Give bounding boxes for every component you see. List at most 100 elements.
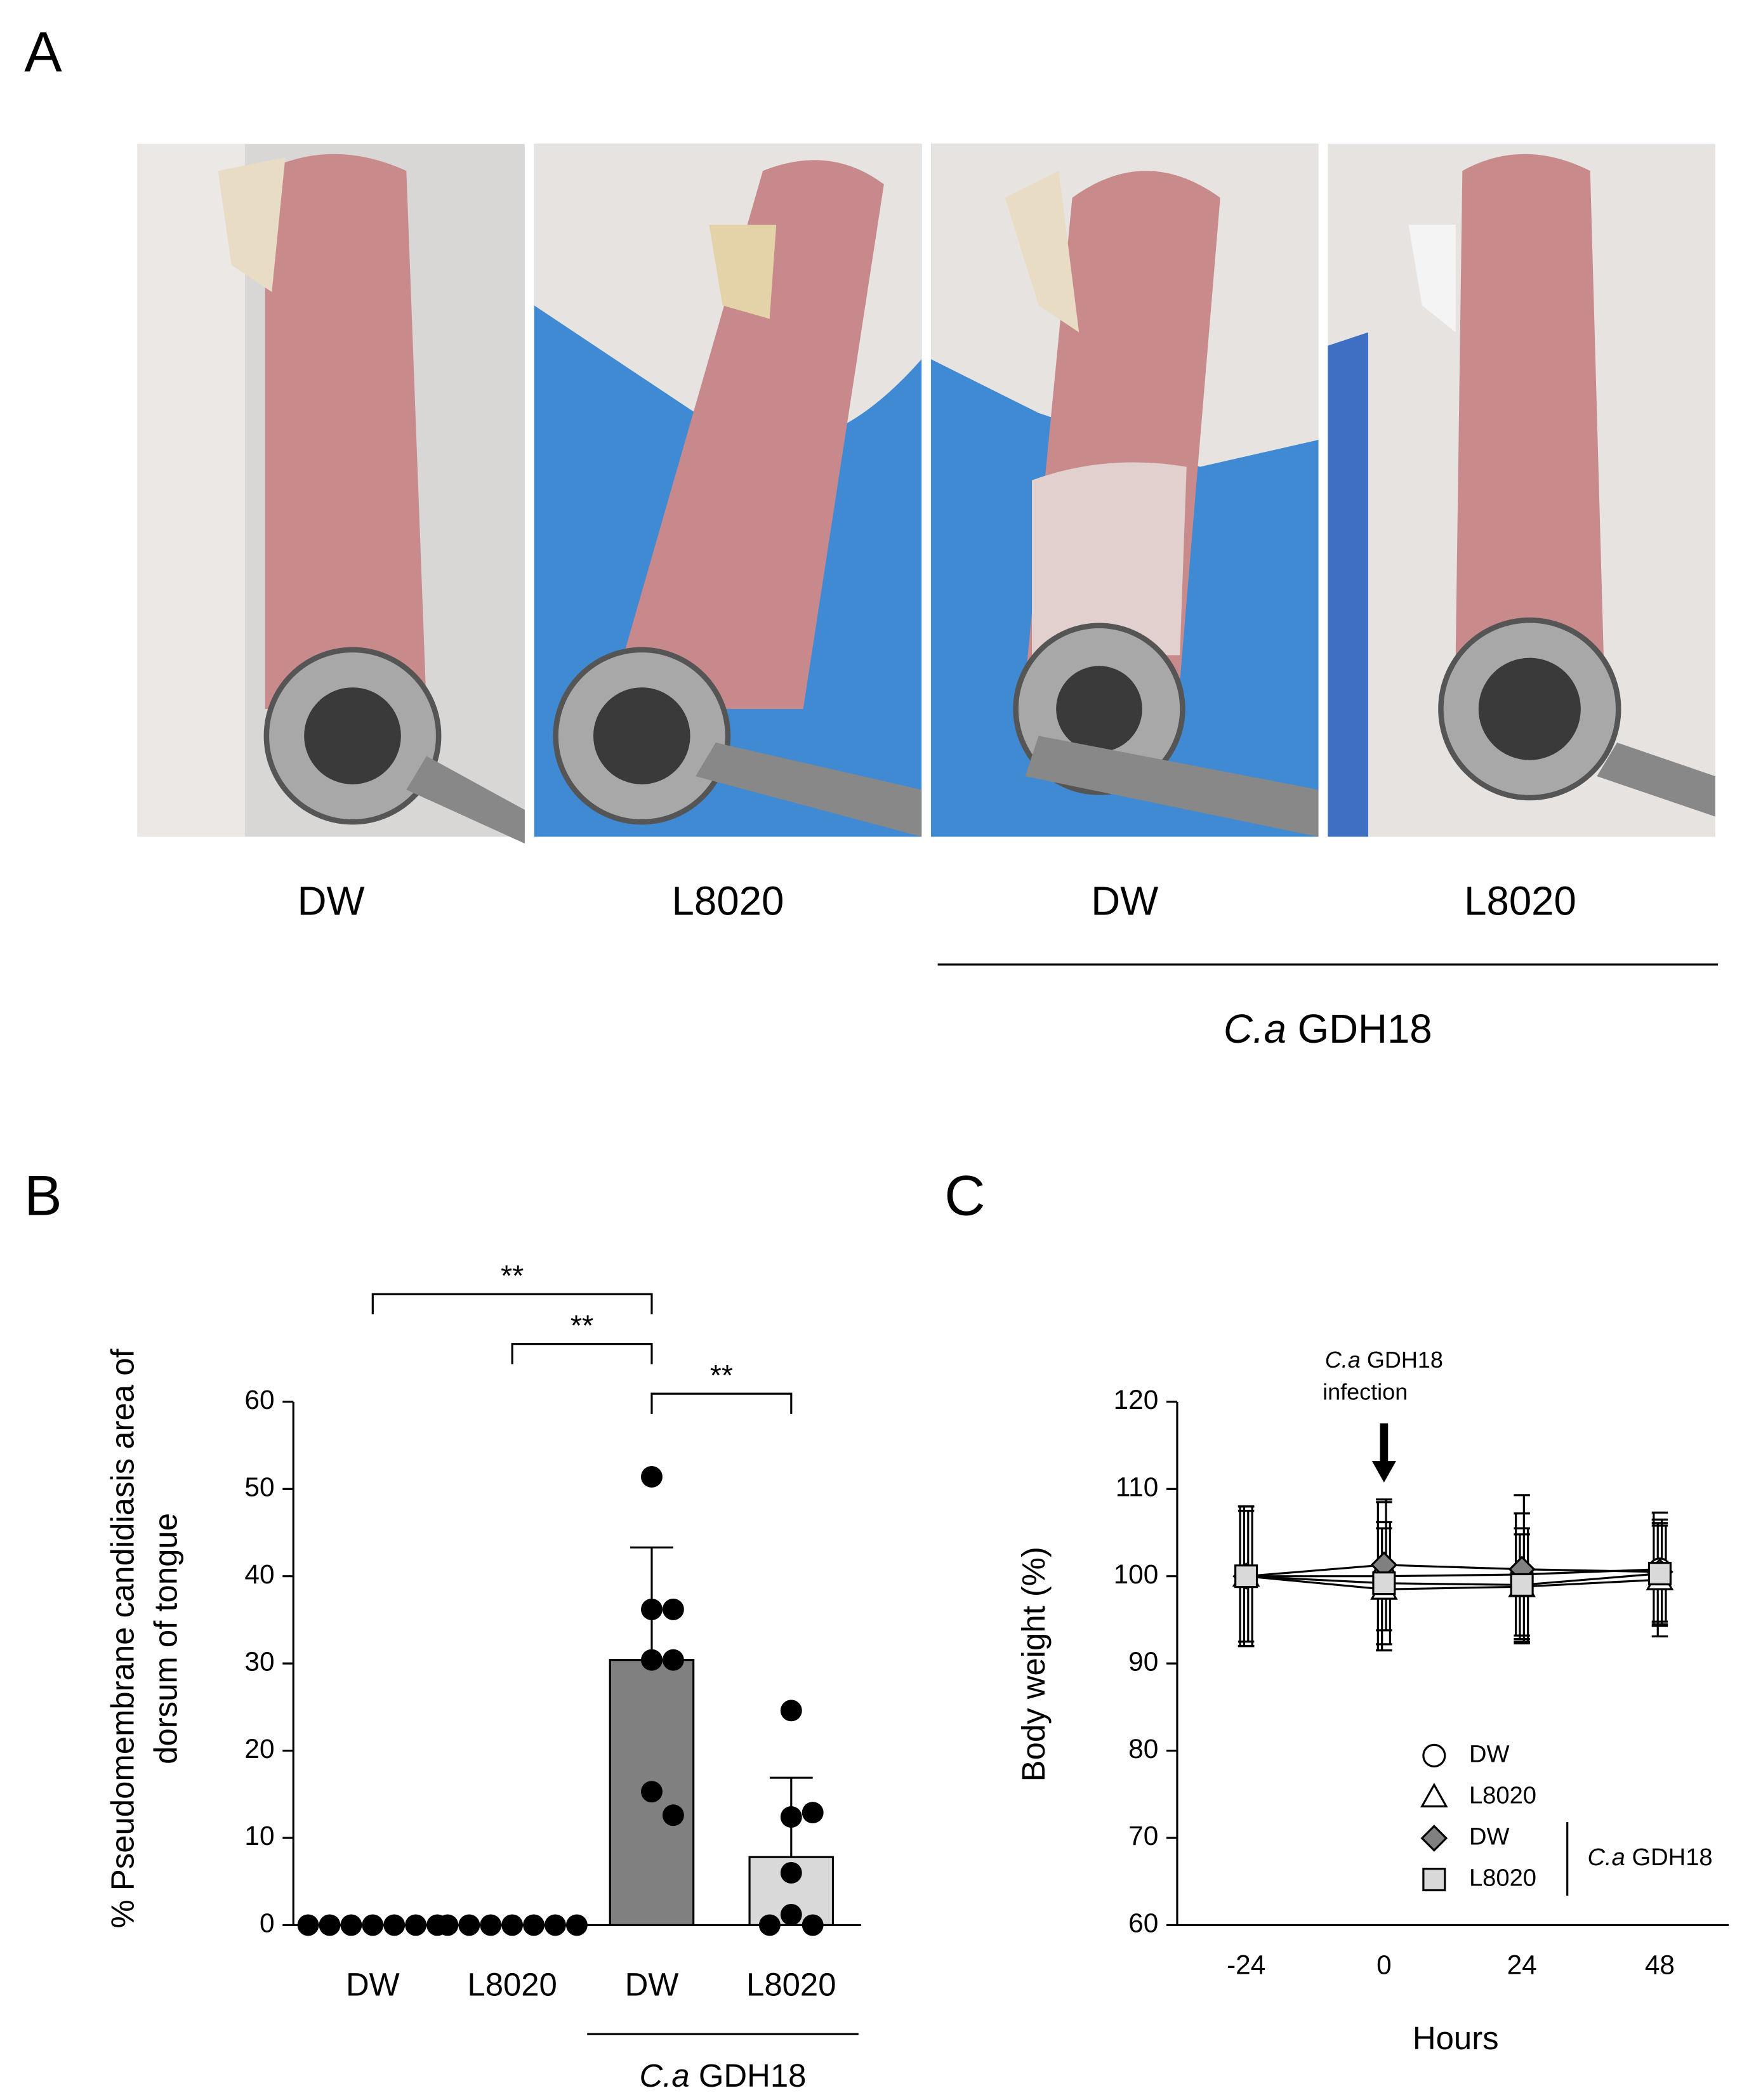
significance-label: **: [501, 1259, 524, 1292]
annotation: infection: [1323, 1379, 1408, 1405]
significance-bracket: [511, 1343, 653, 1364]
marker: [1510, 1573, 1534, 1597]
marker: [1420, 1825, 1448, 1852]
panel-letter: B: [24, 1163, 62, 1227]
series-line: [1246, 1564, 1660, 1578]
significance-label: **: [571, 1309, 593, 1342]
panel-letter: C: [944, 1163, 985, 1227]
data-point: [758, 1914, 781, 1936]
marker: [1422, 1743, 1446, 1767]
y-tick-label: 60: [244, 1385, 274, 1415]
x-tick-label: -24: [1227, 1950, 1265, 1979]
annotation-text: GDH18: [1367, 1347, 1443, 1373]
data-point: [437, 1914, 459, 1936]
photo-label: L8020: [672, 878, 784, 923]
data-point: [802, 1802, 824, 1824]
y-tick-label: 60: [1128, 1908, 1158, 1938]
y-tick-label: 50: [244, 1472, 274, 1502]
data-point: [340, 1914, 362, 1936]
significance-bracket: [650, 1392, 793, 1414]
x-tick-label: L8020: [746, 1966, 836, 2002]
data-point: [641, 1649, 663, 1671]
legend-label: L8020: [1469, 1781, 1536, 1809]
series-line: [1246, 1568, 1660, 1578]
data-point: [319, 1914, 341, 1936]
data-point: [501, 1914, 524, 1936]
y-tick-label: 20: [244, 1734, 274, 1764]
annotation: C.a GDH18: [1325, 1347, 1443, 1373]
marker: [1647, 1562, 1672, 1586]
data-point: [458, 1914, 480, 1936]
data-point: [662, 1598, 684, 1620]
data-point: [662, 1649, 684, 1671]
x-tick-label: 0: [1376, 1950, 1392, 1979]
x-axis-label: Hours: [1413, 2020, 1499, 2056]
photo: [137, 143, 525, 844]
photo: [1328, 143, 1715, 837]
photo-label: DW: [298, 878, 365, 923]
significance-label: **: [710, 1359, 733, 1392]
photo-label: L8020: [1464, 878, 1576, 923]
data-point: [641, 1781, 663, 1803]
x-tick-label: DW: [346, 1966, 400, 2002]
group-label: C.a GDH18: [1224, 1007, 1432, 1052]
data-point: [362, 1914, 384, 1936]
group-label-italic: C.a: [1224, 1007, 1286, 1052]
y-tick-label: 120: [1114, 1385, 1159, 1415]
data-point: [565, 1914, 588, 1936]
y-axis-label: % Pseudomembrane candidiasis area of: [105, 1348, 141, 1928]
y-tick-label: 40: [244, 1559, 274, 1589]
legend-group-label: C.a GDH18: [1587, 1844, 1712, 1871]
data-point: [523, 1914, 545, 1936]
photo-label: DW: [1091, 878, 1158, 923]
y-tick-label: 10: [244, 1821, 274, 1851]
data-point: [780, 1700, 802, 1722]
data-point: [405, 1914, 427, 1936]
x-tick-label: L8020: [467, 1966, 557, 2002]
data-point: [780, 1806, 802, 1828]
group-label-text: GDH18: [699, 2058, 807, 2094]
legend-label: DW: [1469, 1823, 1510, 1851]
series-line: [1246, 1572, 1660, 1587]
y-tick-label: 70: [1128, 1821, 1158, 1851]
data-point: [641, 1466, 663, 1488]
legend-label: L8020: [1469, 1865, 1536, 1892]
legend-group-label-text: GDH18: [1632, 1844, 1712, 1871]
data-point: [662, 1804, 684, 1826]
annotation-arrow: [1371, 1423, 1396, 1483]
data-point: [383, 1914, 406, 1936]
legend-group-label-italic: C.a: [1587, 1844, 1625, 1871]
photo: [931, 143, 1319, 837]
marker: [1372, 1571, 1396, 1595]
marker: [1422, 1868, 1446, 1892]
data-point: [780, 1903, 802, 1925]
group-label: C.a GDH18: [640, 2058, 807, 2094]
data-point: [480, 1914, 502, 1936]
data-point: [297, 1914, 319, 1936]
y-axis-label: Body weight (%): [1015, 1547, 1052, 1781]
panel-letter: A: [24, 20, 62, 84]
data-point: [641, 1598, 663, 1620]
y-tick-label: 110: [1116, 1472, 1159, 1502]
data-point: [780, 1862, 802, 1884]
y-tick-label: 90: [1128, 1646, 1158, 1676]
data-point: [544, 1914, 566, 1936]
group-label-text: GDH18: [1298, 1007, 1432, 1052]
y-tick-label: 0: [260, 1908, 275, 1938]
y-tick-label: 100: [1114, 1559, 1159, 1589]
x-tick-label: 48: [1645, 1950, 1675, 1979]
marker: [1420, 1783, 1448, 1807]
legend-label: DW: [1469, 1740, 1510, 1767]
annotation-italic: C.a: [1325, 1347, 1361, 1373]
y-tick-label: 80: [1128, 1734, 1158, 1764]
significance-bracket: [371, 1293, 653, 1315]
series-line: [1246, 1575, 1660, 1590]
y-tick-label: 30: [244, 1646, 274, 1676]
photo: [534, 143, 922, 837]
marker: [1234, 1564, 1258, 1588]
y-axis-label: dorsum of tongue: [148, 1513, 184, 1764]
data-point: [802, 1914, 824, 1936]
x-tick-label: 24: [1507, 1950, 1537, 1979]
